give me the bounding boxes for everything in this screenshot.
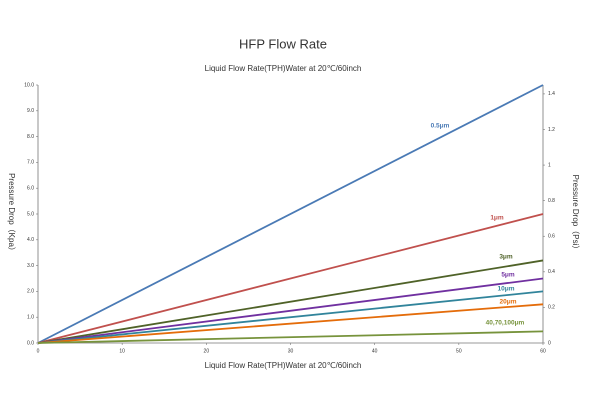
x-tick-label: 40 [372, 348, 378, 354]
y-tick-label: 5.0 [27, 211, 34, 217]
y-tick-label: 3.0 [27, 263, 34, 269]
series-label: 0.5μm [431, 123, 450, 130]
series-line [37, 277, 544, 344]
series-label: 5μm [501, 272, 515, 279]
y-tick-label: 7.0 [27, 160, 34, 166]
chart-subtitle: Liquid Flow Rate(TPH)Water at 20℃/60inch [205, 64, 362, 73]
x-axis-label: Liquid Flow Rate(TPH)Water at 20℃/60inch [205, 361, 362, 370]
x-tick-label: 30 [288, 348, 294, 354]
y2-tick-label: 1.4 [548, 91, 555, 97]
series-line [37, 84, 544, 344]
y-tick-label: 2.0 [27, 289, 34, 295]
y-tick-label: 9.0 [27, 108, 34, 114]
series-line [37, 303, 544, 344]
series-label: 3μm [499, 254, 513, 261]
y2-tick-label: 0.2 [548, 305, 555, 311]
y2-tick-label: 0.6 [548, 234, 555, 240]
series-label: 20μm [500, 299, 517, 306]
x-tick-label: 60 [540, 348, 546, 354]
series-label: 1μm [490, 215, 504, 222]
y2-tick-label: 1.2 [548, 127, 555, 133]
y-tick-label: 10.0 [24, 82, 34, 88]
series-label: 10μm [498, 286, 515, 293]
series-line [37, 259, 544, 344]
series-line [37, 213, 544, 344]
y-axis-label: Pressure Drop（Kpa） [7, 173, 16, 255]
chart-title: HFP Flow Rate [239, 36, 327, 51]
y-tick-label: 1.0 [27, 315, 34, 321]
y2-tick-label: 0.4 [548, 269, 555, 275]
series-line [37, 330, 544, 344]
y-tick-label: 8.0 [27, 134, 34, 140]
y2-axis-label: Pressure Drop（Psi） [571, 175, 580, 254]
x-tick-label: 10 [119, 348, 125, 354]
x-tick-label: 50 [456, 348, 462, 354]
x-tick-label: 20 [204, 348, 210, 354]
y2-tick-label: 1 [548, 162, 551, 168]
x-tick-label: 0 [37, 348, 40, 354]
series-label: 40,70,100μm [486, 320, 525, 327]
y2-tick-label: 0.8 [548, 198, 555, 204]
series-line [37, 290, 544, 344]
y-tick-label: 6.0 [27, 186, 34, 192]
y-tick-label: 0.0 [27, 340, 34, 346]
y2-tick-label: 0 [548, 340, 551, 346]
y-tick-label: 4.0 [27, 237, 34, 243]
